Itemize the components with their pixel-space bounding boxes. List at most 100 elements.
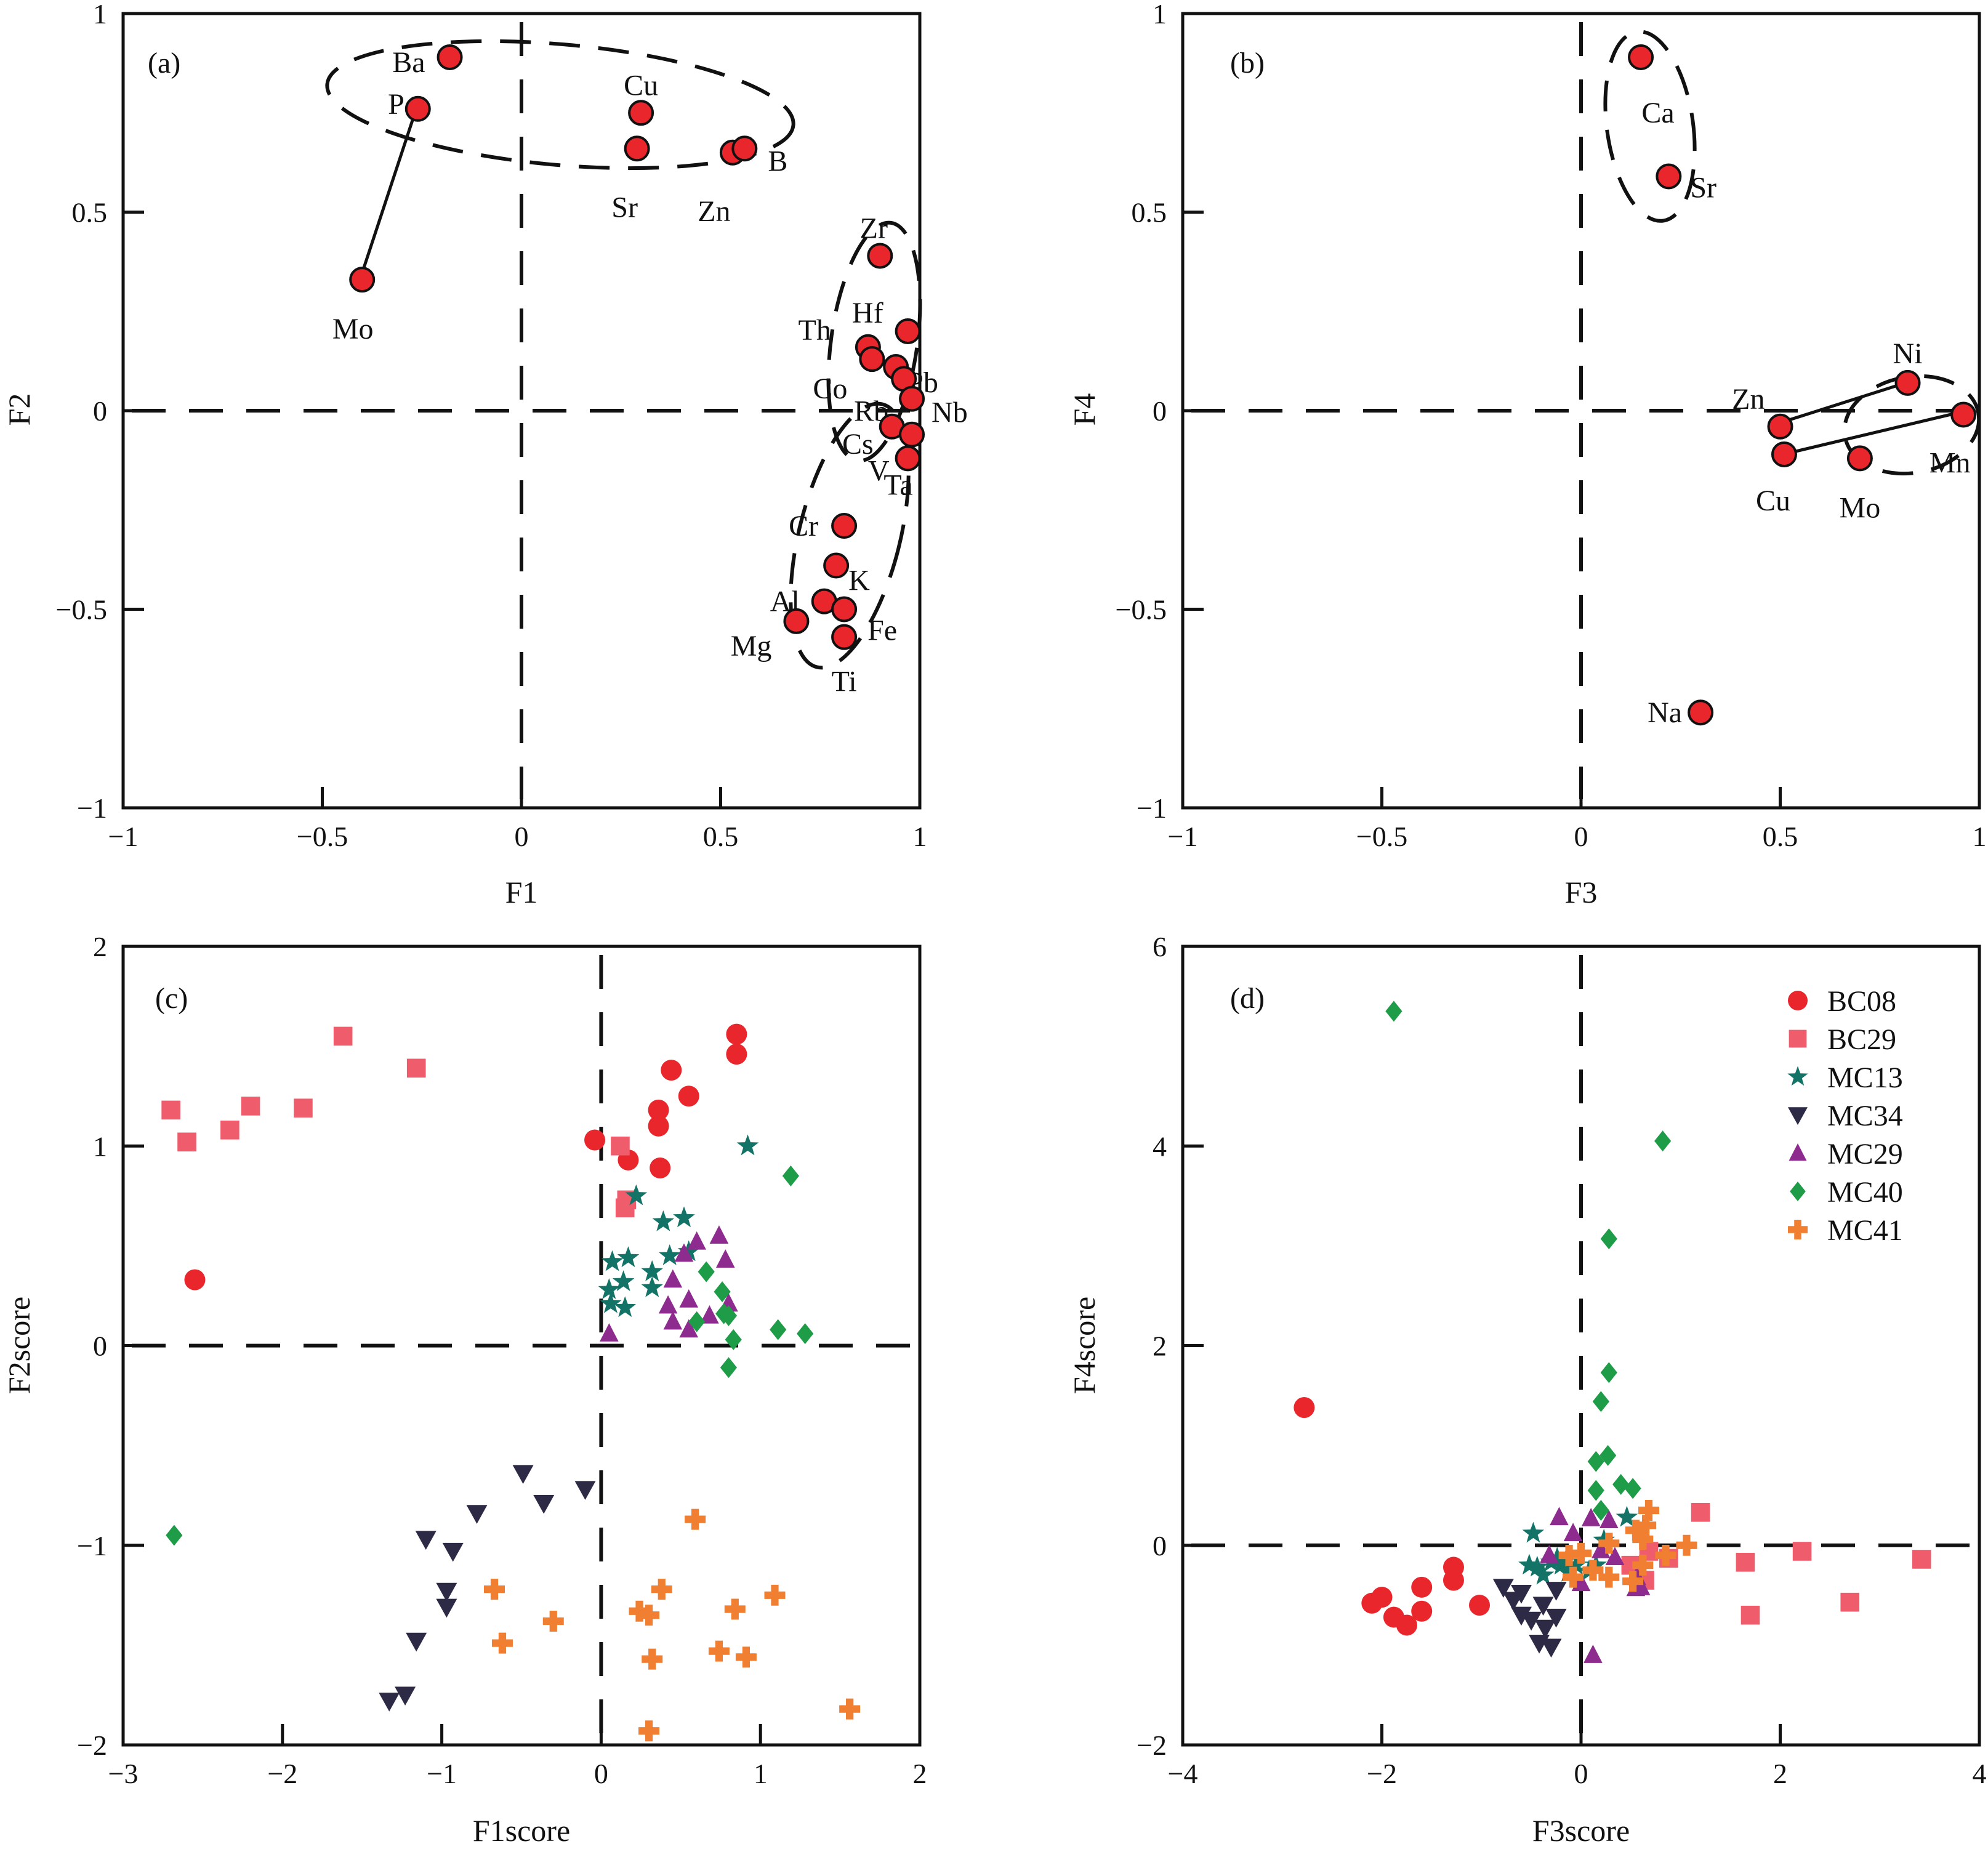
y-tick-label: 2 xyxy=(93,931,107,962)
y-tick-label: 1 xyxy=(93,0,107,30)
loading-point-k xyxy=(823,552,850,579)
loading-point-co xyxy=(859,346,885,373)
legend-entry-bc29: BC29 xyxy=(1789,1023,1896,1056)
panel-b-tag: (b) xyxy=(1230,47,1265,79)
loading-point-mo xyxy=(1846,445,1873,472)
legend-marker-mc34 xyxy=(1788,1107,1808,1125)
loading-point-mg xyxy=(783,608,810,634)
score-point-mc34 xyxy=(436,1598,457,1618)
score-point-mc41 xyxy=(651,1579,672,1600)
loading-point-zn xyxy=(1767,413,1793,440)
loading-point-cr xyxy=(831,513,858,539)
score-point-bc08 xyxy=(1361,1592,1383,1614)
y-tick-label: 2 xyxy=(1153,1331,1167,1362)
score-point-mc41 xyxy=(685,1509,706,1530)
score-point-mc34 xyxy=(406,1632,427,1652)
y-tick-label: 1 xyxy=(1153,0,1167,30)
connector-p-mo xyxy=(360,105,419,276)
loading-label-nb: Nb xyxy=(932,397,968,429)
loading-label-hf: Hf xyxy=(852,297,883,329)
score-point-mc13 xyxy=(1565,1553,1587,1575)
legend-entry-mc34: MC34 xyxy=(1788,1100,1903,1132)
score-point-mc40 xyxy=(715,1303,733,1324)
y-tick-label: −1 xyxy=(1137,792,1167,824)
score-point-mc29 xyxy=(1550,1507,1569,1526)
panel-b-loadings-f3-f4: (b) F3 F4 −1 −0.5 0 0.5 1 −1 −0.5 0 0.5 1 Ca Sr Ni Z… xyxy=(1067,0,1987,909)
loading-label-zr: Zr xyxy=(860,212,888,244)
legend-label-mc34: MC34 xyxy=(1827,1100,1903,1132)
score-point-mc13 xyxy=(641,1276,663,1297)
score-point-mc34 xyxy=(1540,1638,1562,1658)
panel-a-reference-lines xyxy=(132,22,911,799)
panel-c-reference-lines xyxy=(132,955,911,1736)
score-point-mc40 xyxy=(1600,1228,1617,1250)
y-tick-label: −1 xyxy=(77,792,107,824)
score-point-bc08 xyxy=(1411,1576,1433,1598)
x-tick-label: −3 xyxy=(108,1758,139,1789)
score-point-mc41 xyxy=(484,1579,505,1600)
legend-label-mc40: MC40 xyxy=(1827,1176,1903,1209)
score-point-bc08 xyxy=(661,1060,682,1081)
score-point-mc41 xyxy=(638,1720,660,1742)
panel-c-xlabel: F1score xyxy=(473,1813,570,1848)
x-tick-label: −1 xyxy=(108,821,139,852)
score-point-mc13 xyxy=(673,1206,695,1228)
x-tick-label: 0 xyxy=(515,821,529,852)
x-tick-label: 4 xyxy=(1973,1758,1987,1789)
loading-label-ni: Ni xyxy=(1893,337,1923,370)
panel-a-loadings-f1-f2: (a) F1 F2 −1 −0.5 0 0.5 1 −1 −0.5 0 0.5 1 Ba P Mo Cu… xyxy=(2,0,968,909)
panel-b-frame xyxy=(1181,12,1981,810)
x-tick-label: 0 xyxy=(1574,821,1588,852)
score-point-mc29 xyxy=(679,1289,699,1308)
loading-label-sr: Sr xyxy=(611,191,638,224)
score-point-mc13 xyxy=(1593,1528,1615,1550)
score-point-mc13 xyxy=(601,1250,624,1271)
loading-label-cu: Cu xyxy=(1756,485,1790,517)
panel-d-ylabel: F4score xyxy=(1067,1297,1101,1394)
score-point-mc41 xyxy=(839,1698,861,1720)
loading-label-k: K xyxy=(848,565,870,597)
score-point-mc41 xyxy=(1655,1544,1676,1566)
panel-b-cluster-outlines xyxy=(1603,30,1981,476)
legend-label-mc29: MC29 xyxy=(1827,1138,1903,1170)
score-point-mc29 xyxy=(679,1319,699,1338)
score-point-mc41 xyxy=(1632,1529,1654,1550)
loading-label-zn: Zn xyxy=(1732,383,1765,416)
score-point-mc34 xyxy=(574,1481,596,1500)
score-point-bc08 xyxy=(1411,1600,1433,1622)
legend-entry-bc08: BC08 xyxy=(1788,985,1896,1018)
score-point-mc40 xyxy=(770,1319,787,1340)
score-point-mc41 xyxy=(491,1632,513,1654)
score-point-mc34 xyxy=(1532,1597,1554,1616)
x-tick-label: −2 xyxy=(267,1758,297,1789)
cluster-outline-cr-ti xyxy=(789,401,911,670)
y-tick-label: 4 xyxy=(1153,1130,1167,1162)
score-point-mc13 xyxy=(612,1270,635,1291)
loading-label-zn: Zn xyxy=(698,195,730,228)
loading-point-ba xyxy=(437,44,463,70)
loading-point-mo xyxy=(349,267,376,293)
panel-c-tag: (c) xyxy=(155,982,188,1015)
loading-point-cu xyxy=(1771,441,1797,467)
score-point-mc29 xyxy=(1599,1510,1619,1528)
score-point-mc41 xyxy=(642,1648,663,1670)
loading-point-p xyxy=(404,95,431,122)
score-point-bc29 xyxy=(406,1058,426,1078)
loading-label-mo: Mo xyxy=(1840,491,1881,524)
loading-label-v: V xyxy=(868,454,890,487)
score-point-mc41 xyxy=(1598,1533,1620,1554)
score-point-bc08 xyxy=(648,1115,669,1137)
y-tick-label: 0 xyxy=(1153,1530,1167,1561)
score-point-mc40 xyxy=(1385,1001,1402,1022)
y-tick-label: 6 xyxy=(1153,931,1167,962)
loading-point-nb xyxy=(899,385,925,412)
x-tick-label: 0 xyxy=(594,1758,608,1789)
score-point-mc13 xyxy=(658,1244,681,1265)
loading-point-sr xyxy=(1656,163,1682,190)
score-point-mc34 xyxy=(1545,1608,1567,1628)
score-point-bc08 xyxy=(584,1129,606,1151)
y-tick-label: −2 xyxy=(77,1730,107,1761)
score-point-bc08 xyxy=(648,1099,669,1121)
score-point-mc40 xyxy=(1592,1391,1609,1412)
panel-a-ticks: −1 −0.5 0 0.5 1 −1 −0.5 0 0.5 1 xyxy=(56,0,927,852)
